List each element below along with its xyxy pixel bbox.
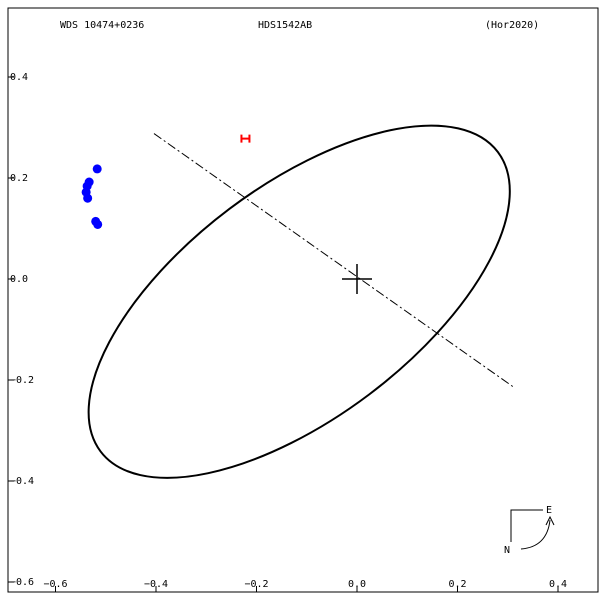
y-tick-label: 0.2 xyxy=(10,173,28,184)
axis-ticks xyxy=(8,76,559,592)
predicted-position-marker xyxy=(240,134,251,143)
axis-tick-labels: −0.6 −0.4 −0.2 0.0 0.2 0.4 0.4 0.2 0.0 −0.2 −0.4 −0… xyxy=(10,72,567,590)
orbit-layer xyxy=(87,124,515,479)
observation-point xyxy=(93,219,103,229)
compass-arrowhead xyxy=(545,515,555,526)
observation-point xyxy=(83,193,93,203)
system-id-label: WDS 10474+0236 xyxy=(60,20,144,31)
compass: E N xyxy=(504,505,555,556)
observations-layer xyxy=(81,134,251,229)
x-tick-label: −0.4 xyxy=(144,579,168,590)
y-tick-label: −0.2 xyxy=(10,375,34,386)
x-tick-label: −0.2 xyxy=(244,579,268,590)
x-tick-label: −0.6 xyxy=(43,579,67,590)
x-tick-label: 0.4 xyxy=(549,579,567,590)
y-tick-label: 0.4 xyxy=(10,72,28,83)
line-of-nodes xyxy=(153,133,515,388)
y-tick-label: −0.6 xyxy=(10,577,34,588)
y-tick-label: −0.4 xyxy=(10,476,34,487)
compass-east-label: E xyxy=(546,505,552,516)
x-tick-label: 0.2 xyxy=(448,579,466,590)
compass-frame xyxy=(510,509,543,542)
plot-frame xyxy=(7,7,599,593)
orbit-ellipse xyxy=(87,124,511,479)
orbit-reference-label: (Hor2020) xyxy=(485,20,539,31)
observation-point xyxy=(92,164,102,174)
compass-direction-arrow xyxy=(520,519,551,550)
y-tick-label: 0.0 xyxy=(10,274,28,285)
system-name-label: HDS1542AB xyxy=(258,20,312,31)
x-tick-label: 0.0 xyxy=(348,579,366,590)
compass-north-label: N xyxy=(504,545,510,556)
